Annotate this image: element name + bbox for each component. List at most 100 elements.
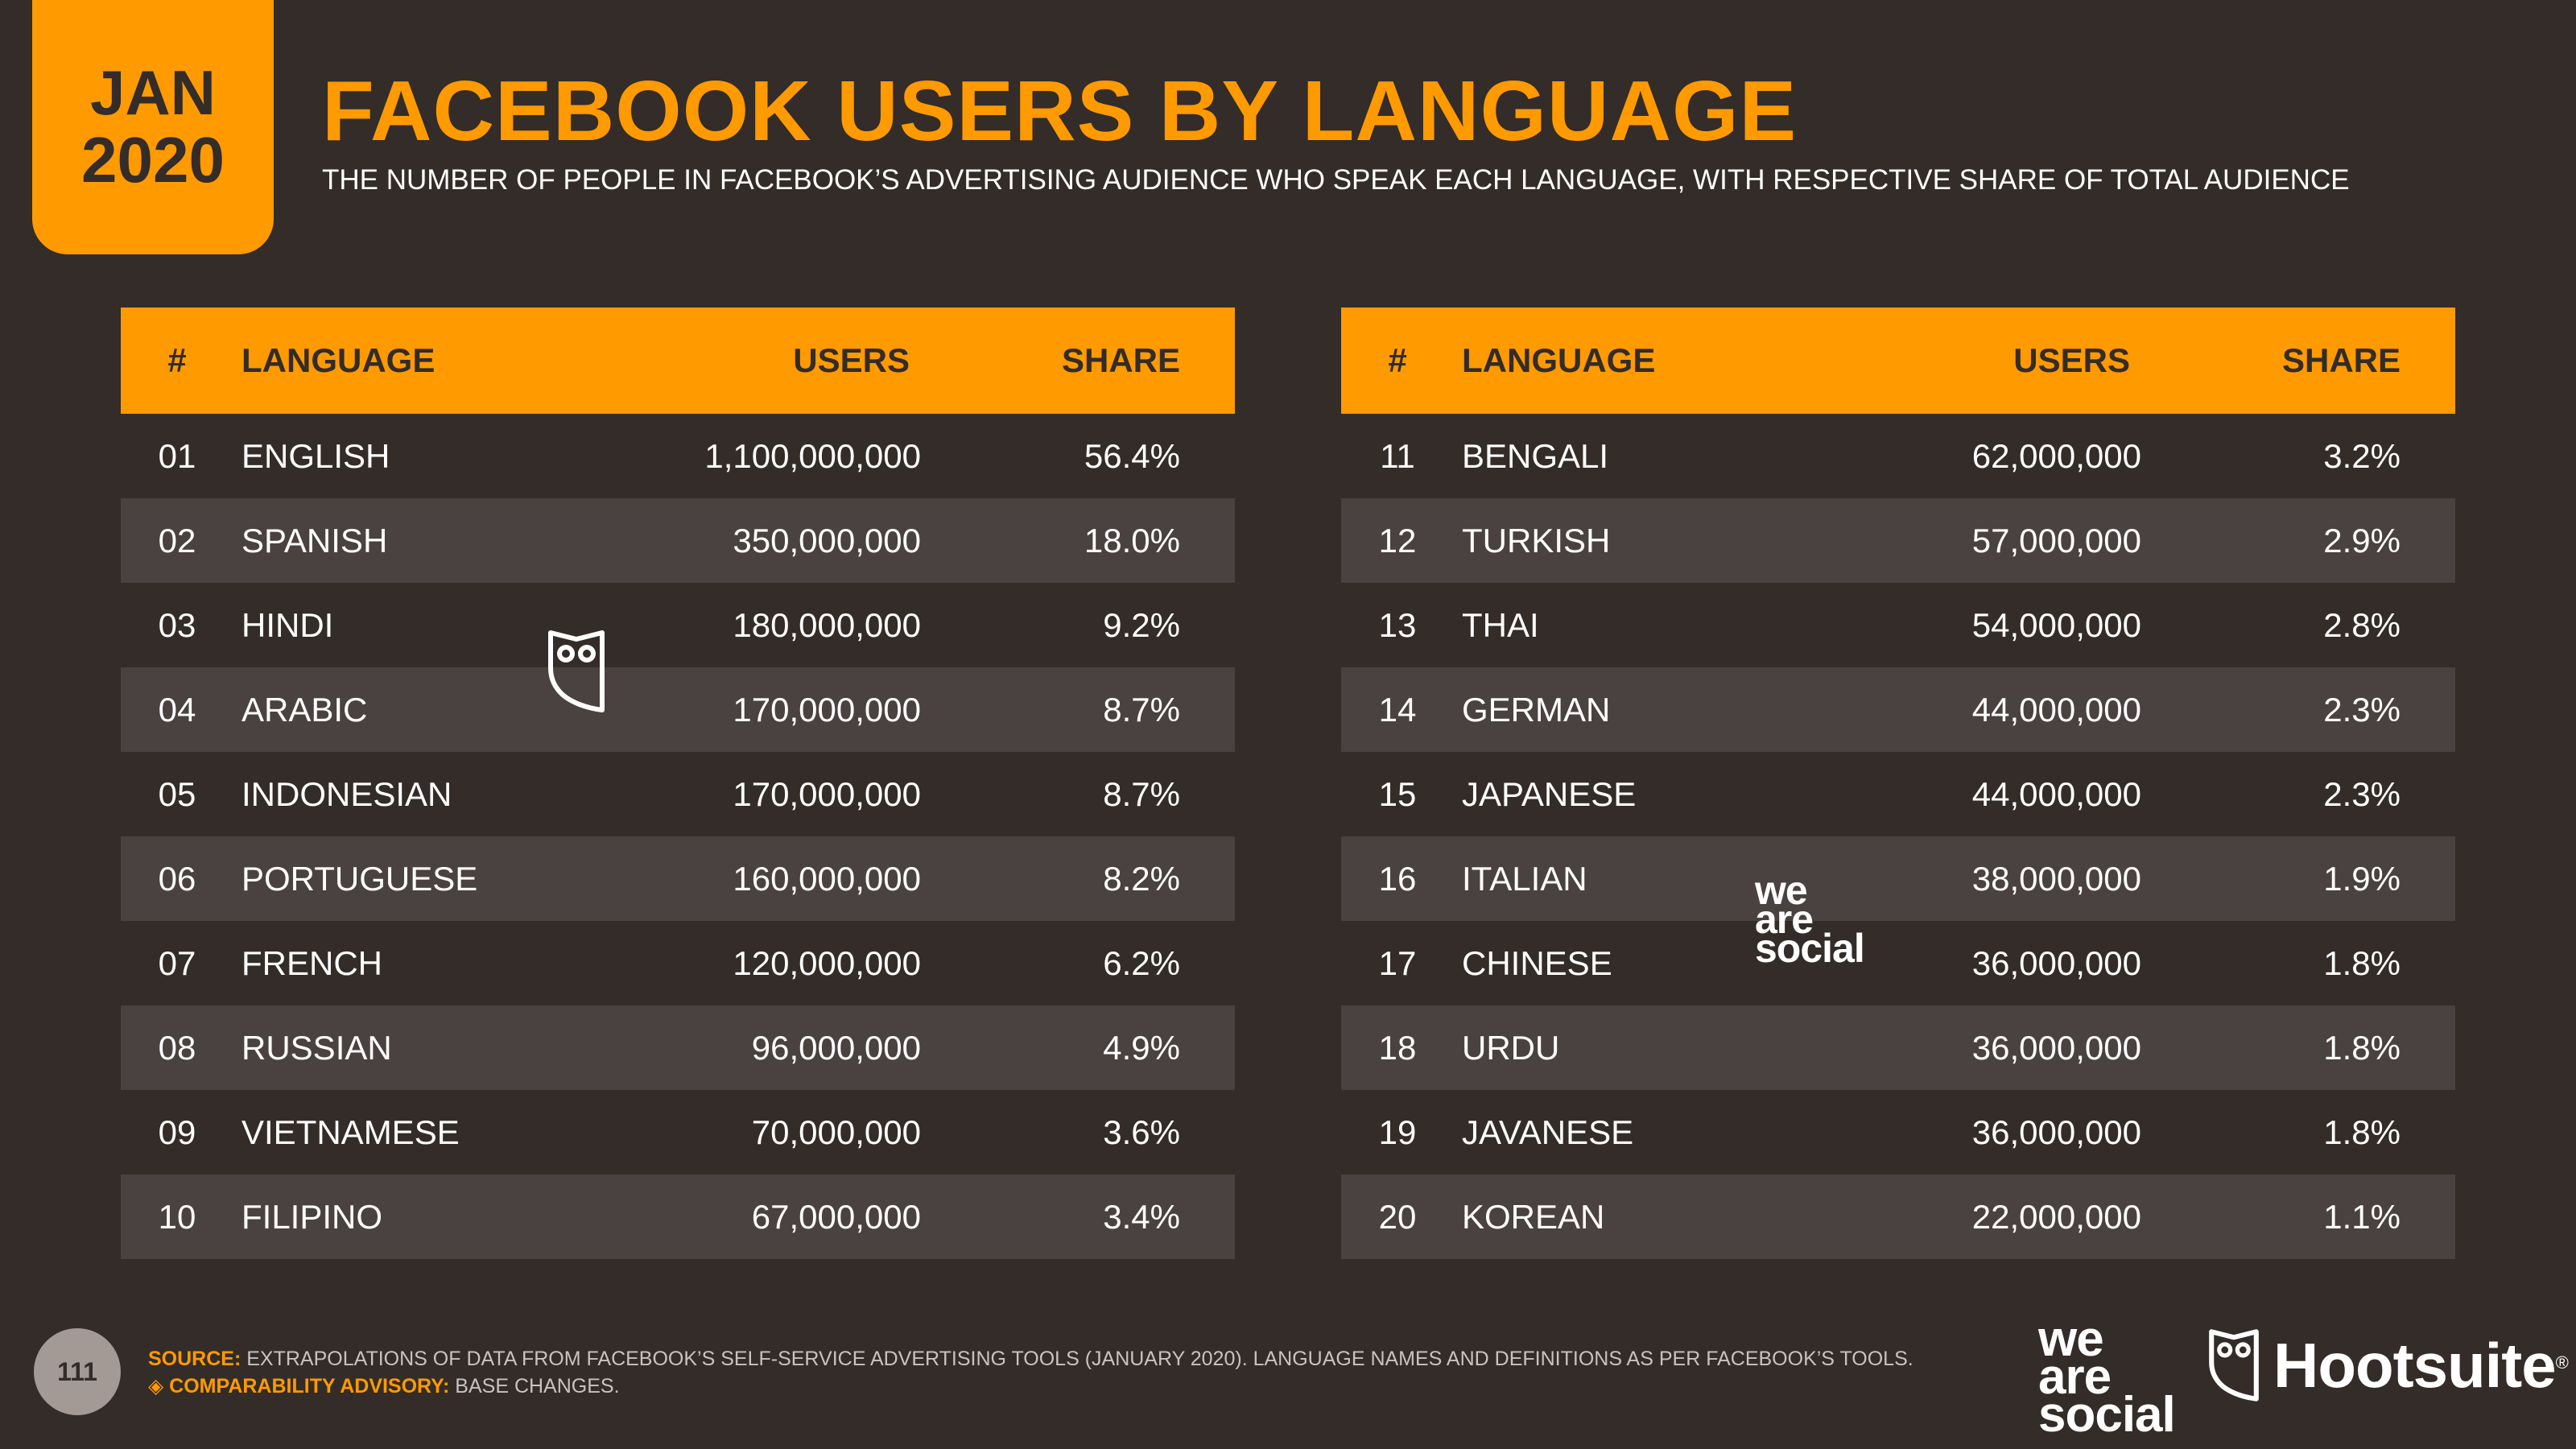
table-row: 08 RUSSIAN 96,000,000 4.9%	[121, 1005, 1235, 1090]
table-row: 18 URDU 36,000,000 1.8%	[1341, 1005, 2455, 1090]
row-share: 8.7%	[1103, 774, 1180, 813]
header-users: USERS	[793, 341, 910, 379]
row-users: 1,100,000,000	[704, 436, 921, 475]
row-language: HINDI	[242, 605, 334, 644]
language-table-right: # LANGUAGE USERS SHARE 11 BENGALI 62,000,0…	[1341, 308, 2455, 1259]
row-language: FILIPINO	[242, 1197, 383, 1236]
table-body-left: 01 ENGLISH 1,100,000,000 56.4% 02 SPANISH 350,…	[121, 414, 1235, 1259]
table-row: 01 ENGLISH 1,100,000,000 56.4%	[121, 414, 1235, 498]
row-language: SPANISH	[242, 521, 388, 559]
row-language: RUSSIAN	[242, 1028, 392, 1067]
logo-word-social: social	[2038, 1387, 2176, 1443]
row-share: 1.1%	[2323, 1197, 2401, 1236]
row-users: 96,000,000	[751, 1028, 921, 1067]
table-row: 06 PORTUGUESE 160,000,000 8.2%	[121, 836, 1235, 921]
row-share: 9.2%	[1103, 605, 1180, 644]
row-language: GERMAN	[1462, 690, 1611, 729]
row-number: 06	[158, 859, 196, 898]
table-header: # LANGUAGE USERS SHARE	[121, 308, 1235, 414]
row-language: ARABIC	[242, 690, 368, 729]
advisory-text: BASE CHANGES.	[455, 1374, 620, 1397]
logo-word-we: we	[2038, 1311, 2104, 1367]
row-language: CHINESE	[1462, 943, 1612, 982]
language-table-left: # LANGUAGE USERS SHARE 01 ENGLISH 1,100,00…	[121, 308, 1235, 1259]
row-language: ENGLISH	[242, 436, 390, 475]
row-language: THAI	[1462, 605, 1539, 644]
row-number: 05	[158, 774, 196, 813]
row-users: 54,000,000	[1971, 605, 2141, 644]
row-number: 07	[158, 943, 196, 982]
row-language: PORTUGUESE	[242, 859, 478, 898]
row-share: 8.7%	[1103, 690, 1180, 729]
row-language: BENGALI	[1462, 436, 1609, 475]
table-row: 20 KOREAN 22,000,000 1.1%	[1341, 1174, 2455, 1259]
row-language: JAPANESE	[1462, 774, 1637, 813]
table-row: 05 INDONESIAN 170,000,000 8.7%	[121, 752, 1235, 836]
row-users: 62,000,000	[1971, 436, 2141, 475]
row-users: 44,000,000	[1971, 774, 2141, 813]
row-number: 15	[1378, 774, 1417, 813]
row-number: 08	[158, 1028, 196, 1067]
badge-year: 2020	[81, 123, 225, 196]
row-share: 3.2%	[2323, 436, 2401, 475]
we-are-social-watermark: we are social	[1755, 868, 1865, 971]
table-row: 14 GERMAN 44,000,000 2.3%	[1341, 667, 2455, 752]
row-users: 67,000,000	[751, 1197, 921, 1236]
registered-mark: ®	[2555, 1352, 2569, 1373]
row-language: JAVANESE	[1462, 1113, 1634, 1151]
table-row: 02 SPANISH 350,000,000 18.0%	[121, 498, 1235, 583]
row-number: 20	[1378, 1197, 1417, 1236]
row-share: 3.6%	[1103, 1113, 1180, 1151]
row-share: 1.8%	[2323, 1113, 2401, 1151]
row-language: URDU	[1462, 1028, 1560, 1067]
row-share: 2.8%	[2323, 605, 2401, 644]
advisory-label: ◈ COMPARABILITY ADVISORY:	[148, 1374, 450, 1397]
row-number: 09	[158, 1113, 196, 1151]
header-language: LANGUAGE	[1462, 341, 1656, 379]
table-row: 15 JAPANESE 44,000,000 2.3%	[1341, 752, 2455, 836]
hootsuite-owl-watermark-icon	[548, 630, 605, 712]
row-number: 11	[1380, 436, 1415, 475]
header-num: #	[167, 341, 187, 379]
table-row: 16 ITALIAN 38,000,000 1.9%	[1341, 836, 2455, 921]
row-users: 36,000,000	[1971, 1113, 2141, 1151]
row-number: 17	[1378, 943, 1417, 982]
row-users: 70,000,000	[751, 1113, 921, 1151]
logo-word-are: are	[2038, 1349, 2112, 1406]
row-users: 160,000,000	[733, 859, 921, 898]
we-are-social-logo: we are social	[2038, 1311, 2176, 1443]
table-header: # LANGUAGE USERS SHARE	[1341, 308, 2455, 414]
table-row: 10 FILIPINO 67,000,000 3.4%	[121, 1174, 1235, 1259]
row-users: 36,000,000	[1971, 943, 2141, 982]
source-line: SOURCE: EXTRAPOLATIONS OF DATA FROM FACE…	[148, 1346, 1913, 1373]
table-row: 12 TURKISH 57,000,000 2.9%	[1341, 498, 2455, 583]
row-share: 4.9%	[1103, 1028, 1180, 1067]
page-subtitle: THE NUMBER OF PEOPLE IN FACEBOOK’S ADVER…	[322, 164, 2350, 196]
row-users: 180,000,000	[733, 605, 921, 644]
hootsuite-owl-icon	[2209, 1329, 2259, 1402]
header-share: SHARE	[2281, 341, 2401, 379]
hootsuite-logo: Hootsuite ®	[2207, 1328, 2569, 1402]
row-share: 18.0%	[1084, 521, 1180, 559]
watermark-word-social: social	[1755, 926, 1865, 971]
row-language: INDONESIAN	[242, 774, 452, 813]
row-number: 19	[1378, 1113, 1417, 1151]
watermark-word-we: we	[1755, 868, 1808, 913]
table-row: 11 BENGALI 62,000,000 3.2%	[1341, 414, 2455, 498]
table-row: 07 FRENCH 120,000,000 6.2%	[121, 921, 1235, 1005]
row-number: 18	[1378, 1028, 1417, 1067]
row-number: 10	[158, 1197, 196, 1236]
footnote: SOURCE: EXTRAPOLATIONS OF DATA FROM FACE…	[148, 1346, 1913, 1401]
row-users: 170,000,000	[733, 690, 921, 729]
header-users: USERS	[2013, 341, 2130, 379]
row-language: VIETNAMESE	[242, 1113, 460, 1151]
row-language: ITALIAN	[1462, 859, 1587, 898]
page-title: FACEBOOK USERS BY LANGUAGE	[322, 64, 1798, 159]
row-users: 170,000,000	[733, 774, 921, 813]
table-row: 17 CHINESE 36,000,000 1.8%	[1341, 921, 2455, 1005]
row-users: 120,000,000	[733, 943, 921, 982]
row-language: KOREAN	[1462, 1197, 1605, 1236]
row-share: 1.9%	[2323, 859, 2401, 898]
row-users: 38,000,000	[1971, 859, 2141, 898]
page-number: 111	[34, 1328, 121, 1415]
